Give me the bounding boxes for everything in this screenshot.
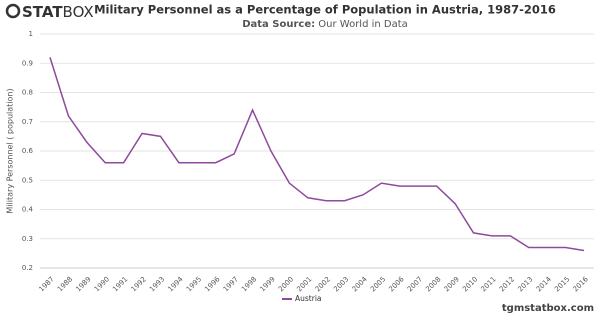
svg-text:Data Source: Our World in Data: Data Source: Our World in Data [242,19,408,30]
x-tick-label: 2013 [516,275,534,293]
y-tick-label: 0.3 [22,235,33,243]
x-tick-label: 1995 [185,275,203,293]
x-tick-label: 2005 [369,275,387,293]
logo: STATBOX [5,3,94,21]
x-tick-label: 1990 [93,275,111,293]
y-tick-label: 0.4 [22,206,34,214]
source: Our World in Data [318,19,408,30]
footer: tgmstatbox.com [502,303,594,314]
logo-bold: STAT [22,3,63,21]
y-tick-label: 0.7 [22,118,33,126]
x-tick-label: 2010 [461,275,479,293]
x-tick-label: 1987 [38,275,56,293]
x-tick-label: 2004 [351,275,370,294]
x-tick-label: 1994 [166,275,185,294]
y-axis-label: Military Personnel ( population) [6,88,15,213]
x-tick-label: 2015 [553,275,571,293]
x-tick-label: 2003 [332,275,350,293]
y-tick-label: 0.2 [22,264,33,272]
x-tick-label: 2000 [277,275,295,293]
x-tick-label: 1999 [259,275,277,293]
y-tick-label: 0.8 [22,89,33,97]
x-tick-label: 2011 [479,275,497,293]
x-tick-label: 1992 [130,275,148,293]
x-tick-label: 2006 [387,275,406,294]
y-tick-label: 0.5 [22,176,33,184]
chart-title: Military Personnel as a Percentage of Po… [94,3,556,17]
x-tick-label: 1991 [111,275,129,293]
x-tick-label: 1989 [74,275,92,293]
x-tick-label: 1998 [240,275,258,293]
x-tick-label: 1997 [222,275,240,293]
svg-text:STATBOX: STATBOX [22,3,94,21]
line [49,57,585,252]
y-tick-label: 0.6 [22,147,34,155]
x-tick-label: 2008 [424,275,442,293]
x-tick-label: 1996 [203,275,222,294]
x-tick-label: 2007 [406,275,424,293]
legend-label: Austria [295,294,322,303]
y-tick-label: 0.9 [22,59,33,67]
x-tick-label: 1988 [56,275,74,293]
source-label: Data Source: [242,19,315,30]
logo-light: BOX [63,3,94,21]
x-tick-label: 2002 [314,275,332,293]
x-tick-label: 2016 [572,275,591,294]
x-tick-label: 1993 [148,275,166,293]
y-tick-label: 1 [29,30,33,38]
logo-icon [5,3,21,19]
x-tick-label: 2012 [498,275,516,293]
x-tick-label: 2014 [535,275,554,294]
x-tick-label: 2001 [295,275,313,293]
x-tick-label: 2009 [443,275,461,293]
